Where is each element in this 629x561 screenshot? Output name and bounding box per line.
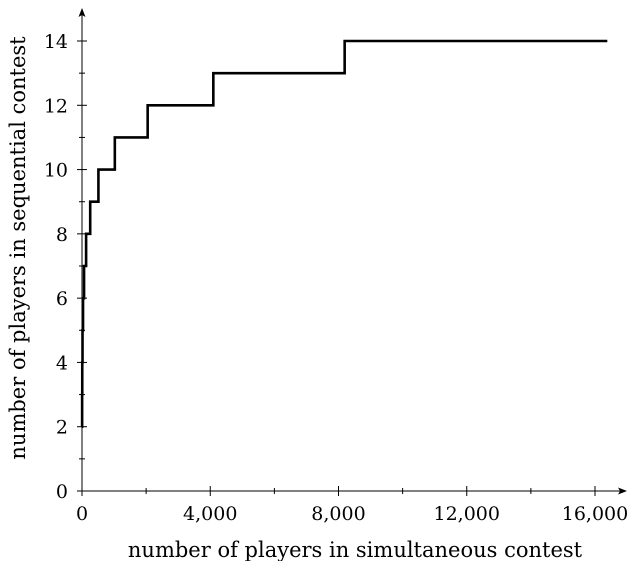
x-tick-label: 16,000 — [562, 503, 628, 525]
x-tick-label: 8,000 — [311, 503, 365, 525]
axes — [78, 8, 627, 495]
y-tick-label: 4 — [56, 352, 68, 374]
series-step-line — [80, 39, 608, 429]
y-tick-label: 8 — [56, 224, 68, 246]
x-tick-label: 0 — [76, 503, 88, 525]
y-tick-label: 0 — [56, 481, 68, 503]
x-axis-arrow-icon — [618, 487, 627, 495]
y-tick-label: 10 — [44, 160, 68, 182]
y-axis-label: number of players in sequential contest — [6, 36, 30, 460]
x-tick-label: 12,000 — [434, 503, 500, 525]
y-axis-arrow-icon — [78, 8, 86, 17]
y-tick-label: 14 — [44, 31, 68, 53]
series-group — [80, 39, 608, 429]
y-tick-label: 12 — [44, 95, 68, 117]
y-tick-label: 6 — [56, 288, 68, 310]
x-tick-label: 4,000 — [183, 503, 237, 525]
y-tick-label: 2 — [56, 417, 68, 439]
ticks: 0 4,000 8,000 12,000 16,000 0 2 4 6 8 10 12 14 — [44, 31, 628, 525]
x-axis-label: number of players in simultaneous contes… — [128, 538, 583, 561]
